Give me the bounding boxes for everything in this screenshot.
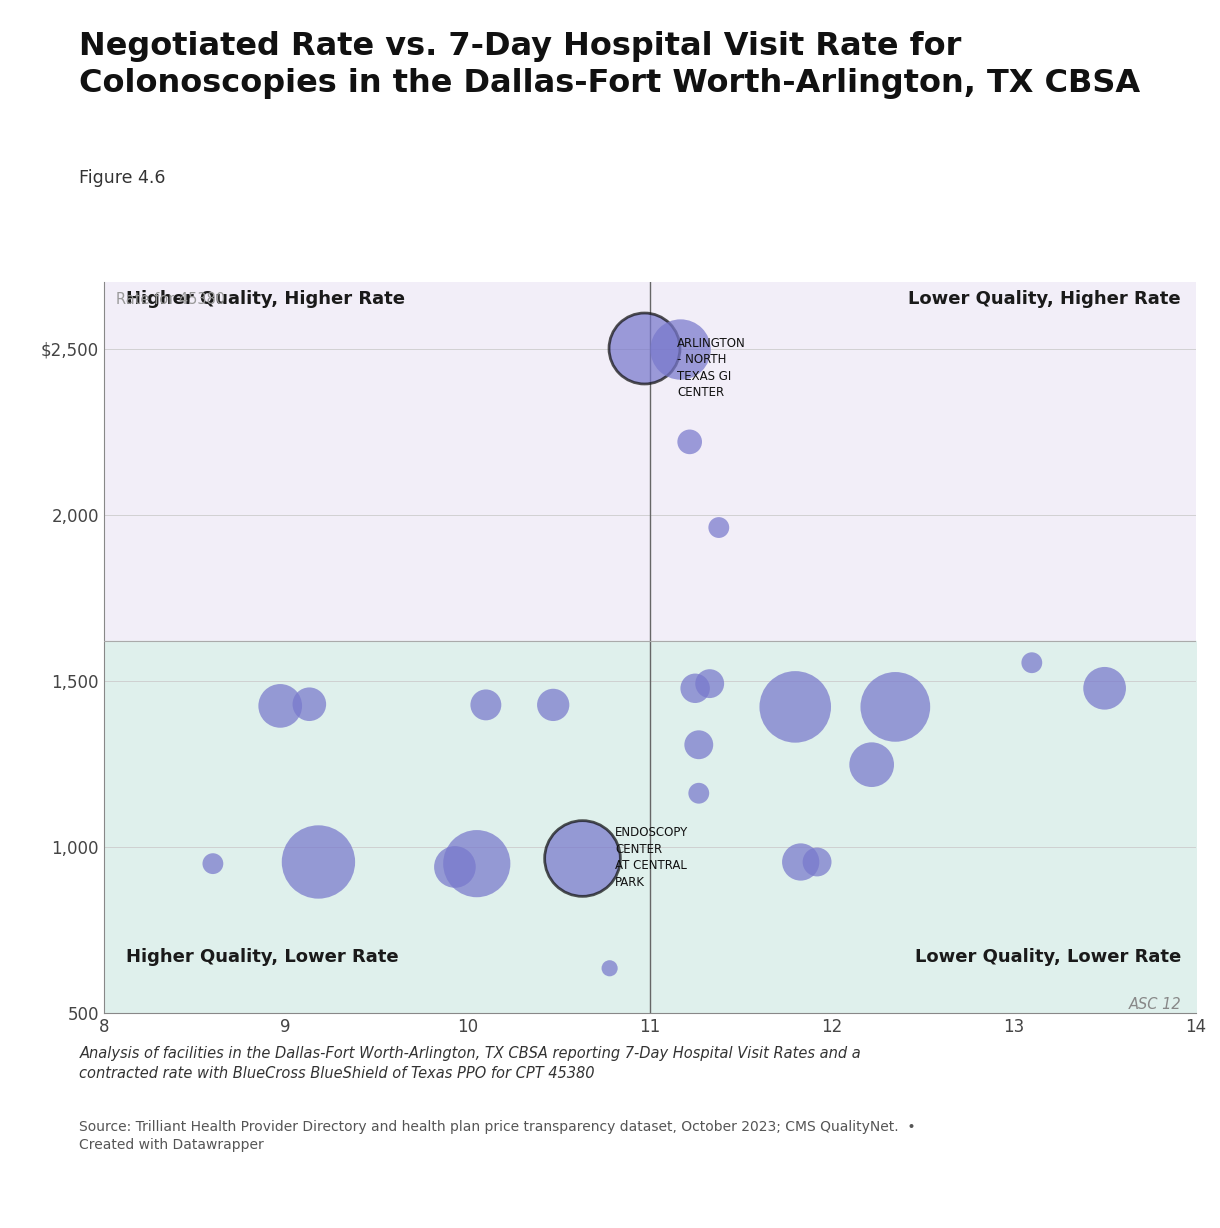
Point: [1022, 653, 1042, 673]
Point: [886, 698, 905, 717]
Text: ENDOSCOPY
CENTER
AT CENTRAL
PARK: ENDOSCOPY CENTER AT CENTRAL PARK: [615, 826, 688, 889]
Text: Lower Quality, Lower Rate: Lower Quality, Lower Rate: [915, 948, 1181, 965]
Point: [445, 857, 465, 877]
Point: [671, 340, 691, 360]
Point: [791, 852, 810, 872]
Point: [709, 518, 728, 538]
Text: Negotiated Rate vs. 7-Day Hospital Visit Rate for
Colonoscopies in the Dallas-Fo: Negotiated Rate vs. 7-Day Hospital Visit…: [79, 31, 1141, 98]
Point: [300, 694, 320, 713]
Point: [786, 698, 805, 717]
Text: Figure 4.6: Figure 4.6: [79, 169, 166, 188]
Point: [634, 339, 654, 359]
Point: [808, 852, 827, 872]
Point: [680, 432, 699, 452]
Point: [203, 853, 222, 873]
Text: Higher Quality, Higher Rate: Higher Quality, Higher Rate: [126, 290, 405, 308]
Text: Source: Trilliant Health Provider Directory and health plan price transparency d: Source: Trilliant Health Provider Direct…: [79, 1120, 916, 1152]
Point: [686, 678, 705, 698]
Point: [543, 695, 562, 715]
Text: Rate for 45380: Rate for 45380: [116, 292, 226, 307]
Point: [476, 695, 495, 715]
Point: [309, 852, 328, 872]
Point: [271, 696, 290, 716]
Text: Analysis of facilities in the Dallas-Fort Worth-Arlington, TX CBSA reporting 7-D: Analysis of facilities in the Dallas-For…: [79, 1046, 861, 1081]
Point: [861, 755, 881, 775]
Point: [689, 734, 709, 754]
Text: ARLINGTON
- NORTH
TEXAS GI
CENTER: ARLINGTON - NORTH TEXAS GI CENTER: [677, 336, 745, 399]
Point: [1094, 678, 1114, 698]
Point: [689, 783, 709, 803]
Point: [700, 674, 720, 694]
Text: Higher Quality, Lower Rate: Higher Quality, Lower Rate: [126, 948, 398, 965]
Point: [467, 853, 487, 873]
Point: [600, 958, 620, 977]
Text: ASC 12: ASC 12: [1128, 997, 1181, 1012]
Text: Lower Quality, Higher Rate: Lower Quality, Higher Rate: [909, 290, 1181, 308]
Point: [572, 847, 592, 867]
